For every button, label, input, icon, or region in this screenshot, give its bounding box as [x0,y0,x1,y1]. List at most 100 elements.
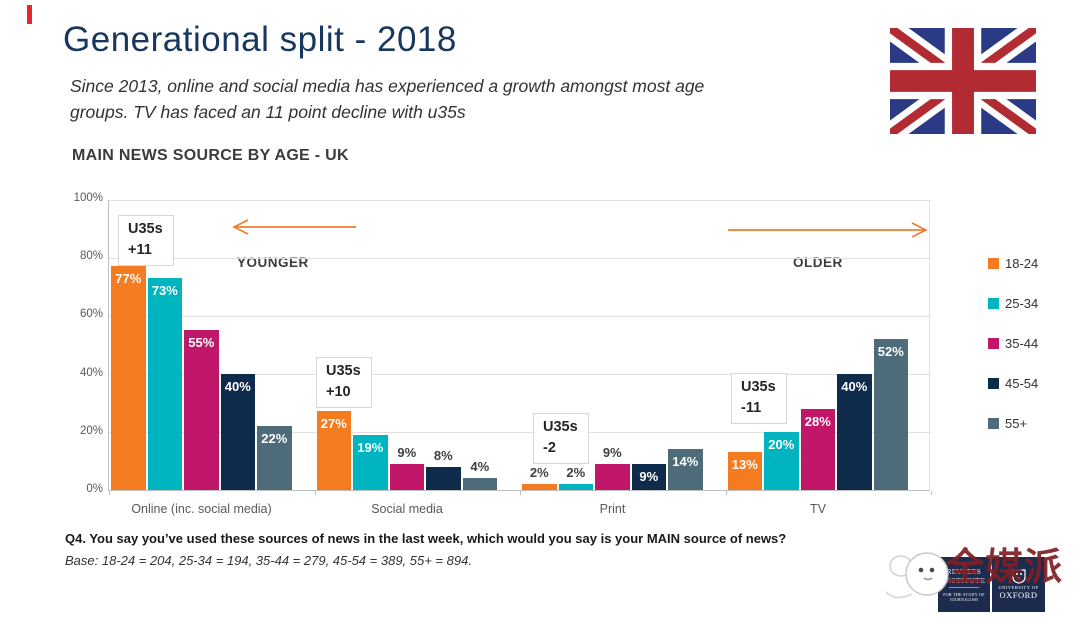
bar-45-54: 40% [220,373,255,490]
red-accent-mark [27,5,32,24]
y-axis-tick-label: 40% [79,366,103,379]
legend-item: 35-44 [988,334,1038,352]
bar-value-label: 20% [768,436,795,452]
bar-value-label: 40% [224,378,251,394]
bar-55+: 4% [462,459,497,490]
bar-value-label: 73% [151,282,178,298]
bar-25-34: 20% [764,431,799,490]
bar-value-label: 19% [357,439,384,455]
gridline [109,199,931,201]
footer-question: Q4. You say you’ve used these sources of… [65,531,787,546]
annotation-u35s: U35s -2 [533,413,589,464]
bar-value-label: 2% [566,465,586,481]
y-axis-tick-label: 80% [79,250,103,263]
oxford-logo-line2: OXFORD [999,590,1038,600]
gridline [109,374,931,376]
bar-value-label: 40% [841,378,868,394]
legend-swatch-icon [988,417,999,429]
legend-label: 55+ [1005,415,1028,431]
plot-area: YOUNGER OLDER 77% 73% 55% 40% 22% Online (inc… [108,199,932,516]
bar-18-24: 2% [522,465,557,490]
bar-value-label: 9% [639,468,659,484]
x-axis-category-label: Social media [371,502,443,516]
reuters-logo-line1: REUTERS [946,567,982,576]
annotation-u35s: U35s +10 [316,357,372,408]
bar-value-label: 28% [804,413,831,429]
bar-55+: 14% [668,449,703,490]
bar-35-44: 9% [389,445,424,490]
reuters-logo-line2: INSTITUTE [942,575,986,585]
bar-value-label: 52% [877,343,904,359]
legend-swatch-icon [988,337,999,349]
x-axis-tick [520,491,521,495]
bar-chart: YOUNGER OLDER 77% 73% 55% 40% 22% Online (inc… [65,192,940,530]
bar-35-44: 28% [800,408,835,490]
gridline [109,257,931,259]
bar-value-label: 77% [115,270,142,286]
bar-value-label: 13% [731,457,758,473]
legend-item: 18-24 [988,254,1038,272]
x-axis-tick [109,491,110,495]
watermark-text: 全媒派 [946,547,1064,589]
bar-value-label: 8% [433,447,453,463]
oxford-crest-icon [1011,569,1026,584]
footer-base: Base: 18-24 = 204, 25-34 = 194, 35-44 = … [65,553,472,568]
legend-item: 55+ [988,414,1038,432]
watermark-mascot-icon [885,552,949,599]
bar-group: 77% 73% 55% 40% 22% [111,199,292,490]
y-axis-tick-label: 100% [73,192,103,204]
y-axis-tick-label: 0% [86,483,103,495]
bar-55+: 52% [873,338,908,490]
y-axis-tick-label: 60% [79,308,103,321]
bar-group: 2% 2% 9% 9% 14% [522,199,703,490]
legend-swatch-icon [988,377,999,389]
oxford-logo: UNIVERSITY OF OXFORD [992,557,1045,612]
gridline [109,315,931,317]
chart-legend: 18-24 25-34 35-44 45-54 55+ [988,254,1038,454]
bar-group: 13% 20% 28% 40% 52% [727,199,909,490]
bar-25-34: 2% [558,465,593,490]
bar-value-label: 9% [397,444,417,460]
legend-label: 35-44 [1005,335,1039,351]
bar-25-34: 73% [147,277,182,490]
legend-item: 45-54 [988,374,1038,392]
legend-swatch-icon [988,257,999,269]
bar-35-44: 55% [184,329,219,490]
legend-label: 25-34 [1005,295,1039,311]
x-axis-tick [931,491,932,495]
reuters-logo-line3: FOR THE STUDY OF JOURNALISM [943,591,985,602]
page-title: Generational split - 2018 [63,20,457,59]
bar-45-54: 40% [837,373,872,490]
younger-label: YOUNGER [237,255,309,270]
legend-swatch-icon [988,297,999,309]
bar-value-label: 14% [672,454,699,470]
bar-45-54: 8% [426,448,461,490]
bar-group: 27% 19% 9% 8% 4% [316,199,498,490]
annotation-u35s: U35s +11 [118,215,174,266]
bar-35-44: 9% [595,445,630,490]
legend-label: 45-54 [1005,375,1039,391]
y-axis-tick-label: 20% [79,424,103,437]
bar-value-label: 22% [261,430,288,446]
bar-value-label: 27% [320,416,347,432]
reuters-logo-rule [949,586,979,588]
legend-item: 25-34 [988,294,1038,312]
older-label: OLDER [793,255,843,270]
bar-18-24: 77% [111,265,146,490]
annotation-u35s: U35s -11 [731,373,787,424]
bar-55+: 22% [257,425,292,490]
subtitle-line-2: groups. TV has faced an 11 point decline… [70,102,466,122]
x-axis-tick [314,491,316,495]
bar-value-label: 9% [602,444,622,460]
x-axis-category-label: TV [810,502,826,516]
oxford-logo-line1: UNIVERSITY OF [998,585,1039,590]
subtitle-line-1: Since 2013, online and social media has … [70,76,705,96]
bar-18-24: 13% [727,452,762,490]
bar-25-34: 19% [353,434,388,490]
bar-value-label: 2% [529,465,549,481]
x-axis-category-label: Online (inc. social media) [131,502,272,516]
subtitle: Since 2013, online and social media has … [70,73,704,125]
bar-45-54: 9% [631,463,666,490]
bar-value-label: 55% [188,334,215,350]
